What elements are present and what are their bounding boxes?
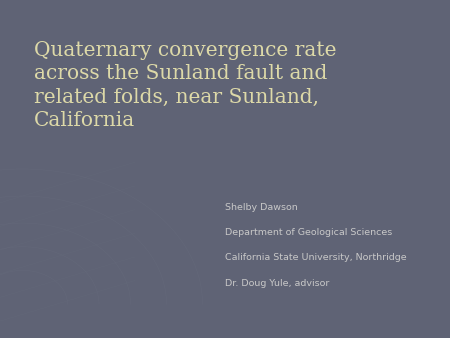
Text: Dr. Doug Yule, advisor: Dr. Doug Yule, advisor bbox=[225, 279, 329, 288]
Text: Department of Geological Sciences: Department of Geological Sciences bbox=[225, 228, 392, 237]
Text: California State University, Northridge: California State University, Northridge bbox=[225, 254, 407, 263]
Text: Shelby Dawson: Shelby Dawson bbox=[225, 203, 298, 212]
Text: Quaternary convergence rate
across the Sunland fault and
related folds, near Sun: Quaternary convergence rate across the S… bbox=[34, 41, 336, 130]
